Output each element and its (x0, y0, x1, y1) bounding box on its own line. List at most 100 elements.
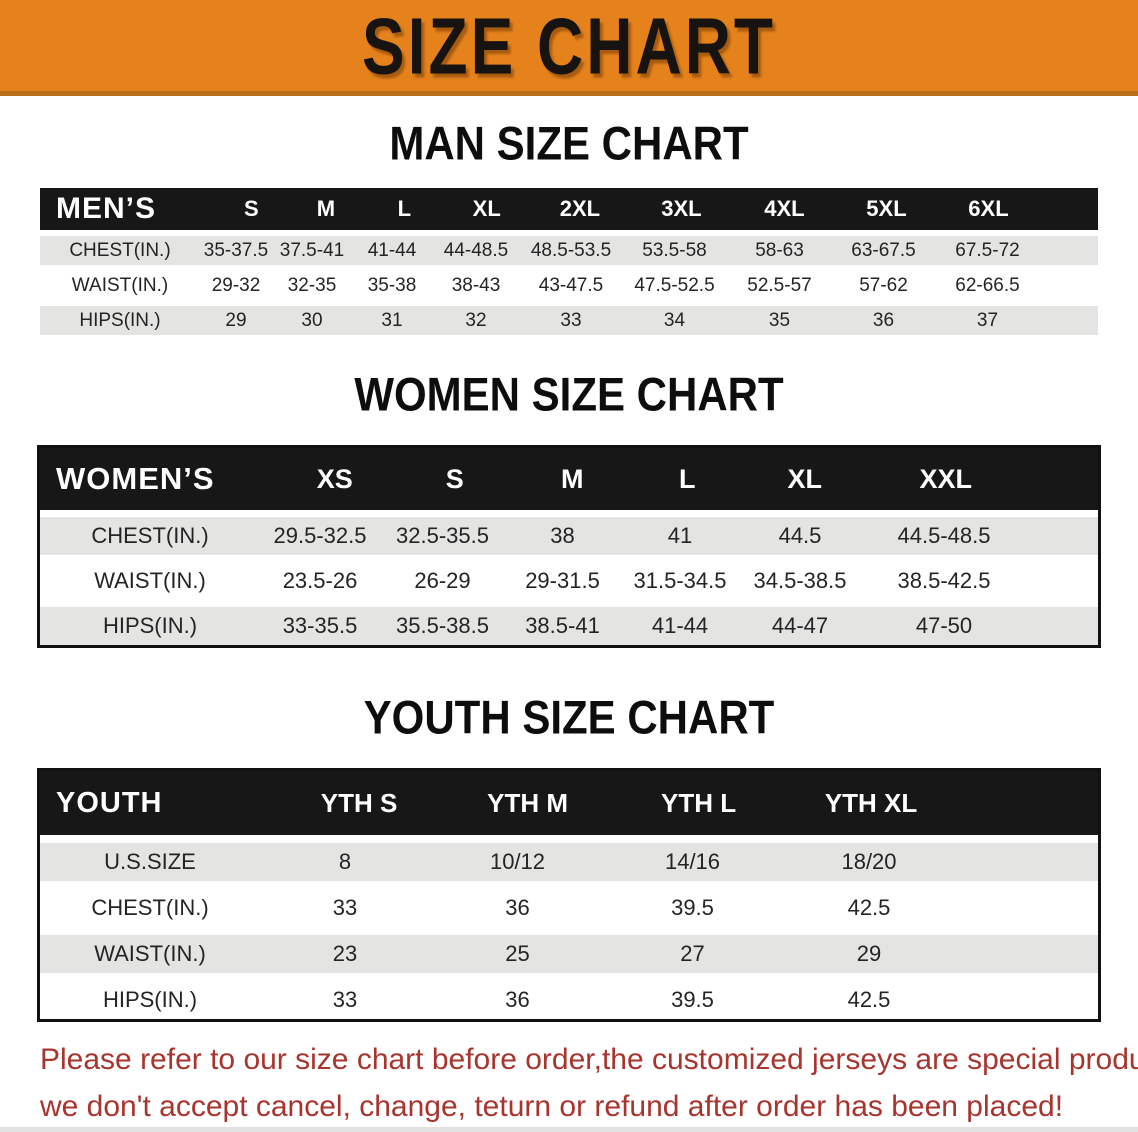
section-women-size-chart: WOMEN SIZE CHART WOMEN’S XS S M L XL XXL CHEST(I… (0, 368, 1138, 648)
table-row: U.S.SIZE 8 10/12 14/16 18/20 (40, 843, 1098, 881)
table-cell: 47-50 (915, 613, 973, 638)
row-label: HIPS(IN.) (79, 309, 161, 331)
table-cell: 44-48.5 (443, 239, 509, 261)
table-cell: 35 (768, 309, 791, 331)
table-cell: 33 (560, 309, 582, 331)
heading-women-size-chart: WOMEN SIZE CHART (354, 368, 784, 421)
section-youth-size-chart: YOUTH SIZE CHART YOUTH YTH S YTH M YTH L YTH … (0, 691, 1138, 1022)
table-cell: 34.5-38.5 (753, 568, 847, 593)
table-cell: 38.5-41 (525, 613, 600, 638)
table-cell: 48.5-53.5 (530, 239, 612, 261)
row-label: CHEST(IN.) (91, 895, 209, 920)
table-cell: 37 (976, 309, 999, 331)
table-row: CHEST(IN.) 29.5-32.5 32.5-35.5 38 41 44.5 44.5… (40, 517, 1098, 555)
table-cell: 33 (332, 987, 358, 1012)
table-cell: 30 (301, 309, 323, 331)
page-title: SIZE CHART (362, 0, 776, 91)
row-label: CHEST(IN.) (69, 239, 171, 261)
table-cell: 27 (680, 941, 705, 966)
table-cell: 52.5-57 (747, 274, 812, 296)
table-cell: 34 (663, 309, 686, 331)
table-header-row-youth: YOUTH YTH S YTH M YTH L YTH XL (40, 771, 1098, 835)
row-label: U.S.SIZE (104, 849, 196, 874)
table-header-row-men: MEN’S S M L XL 2XL 3XL 4XL 5XL 6XL (40, 188, 1098, 230)
bottom-divider (0, 1127, 1138, 1132)
table-cell: 31 (381, 309, 403, 331)
table-cell: 67.5-72 (955, 239, 1020, 261)
disclaimer-line-2: we don't accept cancel, change, teturn o… (40, 1090, 1064, 1123)
table-cell: 39.5 (671, 895, 714, 920)
column-header: YTH XL (824, 787, 918, 818)
table-cell: 47.5-52.5 (634, 274, 715, 296)
column-header: XL (787, 463, 822, 494)
row-label: HIPS(IN.) (102, 613, 198, 638)
table-cell: 53.5-58 (642, 239, 707, 261)
heading-youth-size-chart: YOUTH SIZE CHART (363, 691, 775, 744)
table-cell: 29-31.5 (525, 568, 600, 593)
table-cell: 29 (856, 941, 882, 966)
column-header: YTH M (487, 787, 569, 818)
table-cell: 42.5 (847, 895, 891, 920)
column-header: L (397, 196, 412, 221)
column-header: 2XL (559, 196, 601, 221)
table-cell: 18/20 (841, 849, 897, 874)
table-cell: 63-67.5 (851, 239, 916, 261)
column-header: S (243, 196, 259, 221)
column-header: M (560, 463, 584, 494)
table-cell: 38-43 (451, 274, 501, 296)
table-row: WAIST(IN.) 29-32 32-35 35-38 38-43 43-47.5 47.… (40, 271, 1098, 300)
table-cell: 26-29 (414, 568, 471, 593)
heading-men-size-chart: MAN SIZE CHART (389, 117, 749, 170)
table-cell: 32-35 (287, 274, 337, 296)
table-cell: 41-44 (651, 613, 709, 638)
row-label: WAIST(IN.) (94, 941, 206, 966)
column-header: YTH S (320, 787, 398, 818)
size-table-women: WOMEN’S XS S M L XL XXL CHEST(IN.) 29.5-32.5 32.5… (37, 445, 1101, 648)
table-cell: 14/16 (664, 849, 721, 874)
disclaimer-note: Please refer to our size chart before or… (40, 1036, 1138, 1130)
table-cell: 38.5-42.5 (897, 568, 991, 593)
table-cell: 35.5-38.5 (396, 613, 489, 638)
column-header: 6XL (968, 196, 1009, 221)
table-cell: 43-47.5 (538, 274, 604, 296)
table-row: HIPS(IN.) 33-35.5 35.5-38.5 38.5-41 41-44 44-… (40, 607, 1098, 645)
column-header: XXL (919, 463, 972, 494)
table-row: WAIST(IN.) 23 25 27 29 (40, 935, 1098, 973)
size-table-youth: YOUTH YTH S YTH M YTH L YTH XL U.S.SIZE 8 10/12… (37, 768, 1101, 1022)
disclaimer-line-1: Please refer to our size chart before or… (40, 1043, 1138, 1076)
column-header: 3XL (661, 196, 702, 221)
row-label: WAIST(IN.) (94, 568, 206, 593)
table-cell: 36 (505, 987, 530, 1012)
table-cell: 23 (332, 941, 358, 966)
table-cell: 29-32 (211, 274, 261, 296)
column-header: 5XL (866, 196, 907, 221)
table-cell: 29.5-32.5 (273, 523, 367, 548)
table-cell: 37.5-41 (279, 239, 345, 261)
table-row: WAIST(IN.) 23.5-26 26-29 29-31.5 31.5-34.5 34… (40, 562, 1098, 600)
table-cell: 35-37.5 (203, 239, 269, 261)
table-cell: 23.5-26 (282, 568, 358, 593)
table-cell: 42.5 (847, 987, 891, 1012)
table-row: HIPS(IN.) 33 36 39.5 42.5 (40, 981, 1098, 1019)
table-cell: 62-66.5 (955, 274, 1020, 296)
table-header-row-women: WOMEN’S XS S M L XL XXL (40, 448, 1098, 510)
row-label: HIPS(IN.) (102, 987, 198, 1012)
size-tables-container: MAN SIZE CHART MEN’S S M L XL 2XL 3XL 4XL 5XL 6XL C… (0, 117, 1138, 1022)
section-men-size-chart: MAN SIZE CHART MEN’S S M L XL 2XL 3XL 4XL 5XL 6XL C… (0, 117, 1138, 335)
table-cell: 39.5 (671, 987, 714, 1012)
table-title-cell-youth: YOUTH (56, 786, 163, 819)
column-header: S (445, 463, 464, 494)
table-cell: 35-38 (367, 274, 417, 296)
column-header: YTH L (661, 787, 737, 818)
size-table-men: MEN’S S M L XL 2XL 3XL 4XL 5XL 6XL CHEST(IN.) 35-37… (40, 188, 1098, 335)
table-cell: 38 (550, 523, 575, 548)
table-cell: 36 (505, 895, 530, 920)
table-cell: 57-62 (859, 274, 908, 296)
column-header: M (316, 196, 336, 221)
table-cell: 32 (465, 309, 487, 331)
table-cell: 29 (225, 309, 247, 331)
table-cell: 36 (872, 309, 895, 331)
table-row: CHEST(IN.) 33 36 39.5 42.5 (40, 889, 1098, 927)
table-row: HIPS(IN.) 29 30 31 32 33 34 35 36 37 (40, 306, 1098, 335)
